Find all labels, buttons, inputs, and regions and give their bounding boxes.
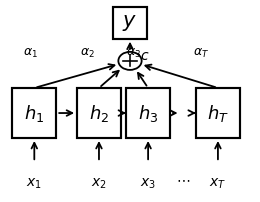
Text: $x_T$: $x_T$ <box>209 177 226 191</box>
Text: $y$: $y$ <box>122 13 138 33</box>
Bar <box>12 88 56 138</box>
Circle shape <box>118 52 142 70</box>
Text: $h_T$: $h_T$ <box>207 103 229 124</box>
Text: $c$: $c$ <box>140 49 149 63</box>
Text: $\alpha_1$: $\alpha_1$ <box>23 47 38 60</box>
Text: $x_3$: $x_3$ <box>140 177 156 191</box>
Bar <box>113 7 147 39</box>
Text: $\alpha_3$: $\alpha_3$ <box>126 47 141 60</box>
Text: $h_2$: $h_2$ <box>89 103 109 124</box>
Bar <box>196 88 240 138</box>
Bar <box>77 88 121 138</box>
Text: $\alpha_T$: $\alpha_T$ <box>193 47 209 60</box>
Text: $\cdots$: $\cdots$ <box>176 172 190 186</box>
Text: $x_2$: $x_2$ <box>91 177 107 191</box>
Text: $h_3$: $h_3$ <box>138 103 158 124</box>
Text: $\alpha_2$: $\alpha_2$ <box>80 47 95 60</box>
Text: $h_1$: $h_1$ <box>24 103 44 124</box>
Text: $x_1$: $x_1$ <box>27 177 42 191</box>
Bar <box>126 88 170 138</box>
